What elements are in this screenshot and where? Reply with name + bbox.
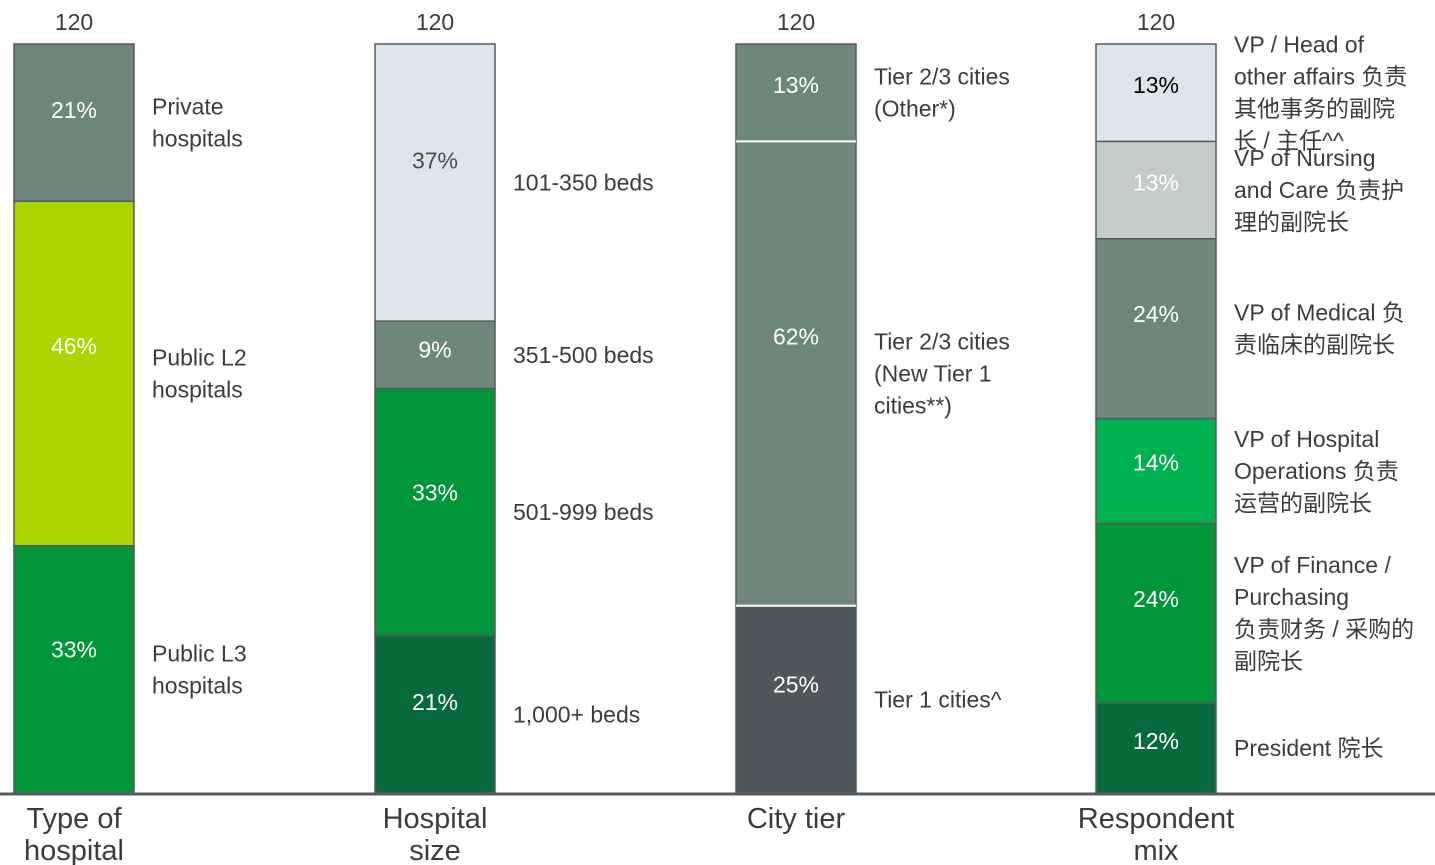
segment-category-label: Public L3 hospitals <box>152 640 247 698</box>
bar-segment <box>13 43 135 203</box>
segment-category-label: Tier 2/3 cities (New Tier 1 cities**) <box>874 329 1010 419</box>
data-label: 21% <box>412 689 458 715</box>
segment-category-label: 101-350 beds <box>513 170 654 196</box>
data-label: 14% <box>1133 450 1179 476</box>
chart-category-title: City tier <box>747 803 846 835</box>
bar-segment <box>374 387 496 637</box>
bar-segment <box>1095 417 1217 525</box>
data-label: 62% <box>773 323 819 349</box>
bar-segment <box>735 43 857 143</box>
data-label: 13% <box>773 72 819 98</box>
segment-category-label: Public L2 hospitals <box>152 345 247 403</box>
bar-segment <box>1095 702 1217 794</box>
segment-category-label: 1,000+ beds <box>513 701 640 727</box>
bar-total-label: 120 <box>777 9 815 35</box>
bar-segment <box>735 605 857 794</box>
bar-segment <box>1095 237 1217 420</box>
segment-category-label: 501-999 beds <box>513 499 654 525</box>
bar-segment <box>1095 522 1217 704</box>
chart-category-title: Hospital size <box>383 803 488 865</box>
bar-total-label: 120 <box>1137 9 1175 35</box>
segment-category-label: Tier 2/3 cities (Other*) <box>874 64 1010 122</box>
bar-segment <box>1095 43 1217 143</box>
data-label: 24% <box>1133 301 1179 327</box>
data-label: 46% <box>51 333 97 359</box>
segment-category-label: VP of Hospital Operations 负责运营的副院长 <box>1234 426 1399 516</box>
segment-category-label: VP of Medical 负责临床的副院长 <box>1234 300 1405 358</box>
data-label: 13% <box>1133 169 1179 195</box>
bar-total-label: 120 <box>55 9 93 35</box>
segment-category-label: VP of Nursing and Care 负责护理的副院长 <box>1234 145 1404 235</box>
segment-category-label: VP / Head of other affairs 负责其他事务的副院长 / 主… <box>1234 32 1407 154</box>
data-label: 33% <box>51 637 97 663</box>
bar-segment <box>13 200 135 547</box>
bar-segment <box>374 43 496 322</box>
data-label: 33% <box>412 479 458 505</box>
bar-segment <box>735 140 857 607</box>
chart-category-title: Respondent mix <box>1078 803 1234 865</box>
data-label: 21% <box>51 97 97 123</box>
chart-category-title: Type of hospital <box>24 803 124 865</box>
segment-category-label: President 院长 <box>1234 735 1384 761</box>
segment-category-label: Private hospitals <box>152 94 243 152</box>
bar-segment <box>1095 140 1217 240</box>
data-label: 25% <box>773 671 819 697</box>
bar-segment <box>374 634 496 794</box>
bar-total-label: 120 <box>416 9 454 35</box>
data-label: 9% <box>418 336 451 362</box>
segment-category-label: 351-500 beds <box>513 342 654 368</box>
segment-category-label: VP of Finance / Purchasing 负责财务 / 采购的副院长 <box>1234 552 1414 674</box>
data-label: 24% <box>1133 586 1179 612</box>
bar-segment <box>13 545 135 794</box>
data-label: 13% <box>1133 72 1179 98</box>
segment-category-label: Tier 1 cities^ <box>874 686 1002 712</box>
data-label: 37% <box>412 147 458 173</box>
data-label: 12% <box>1133 728 1179 754</box>
